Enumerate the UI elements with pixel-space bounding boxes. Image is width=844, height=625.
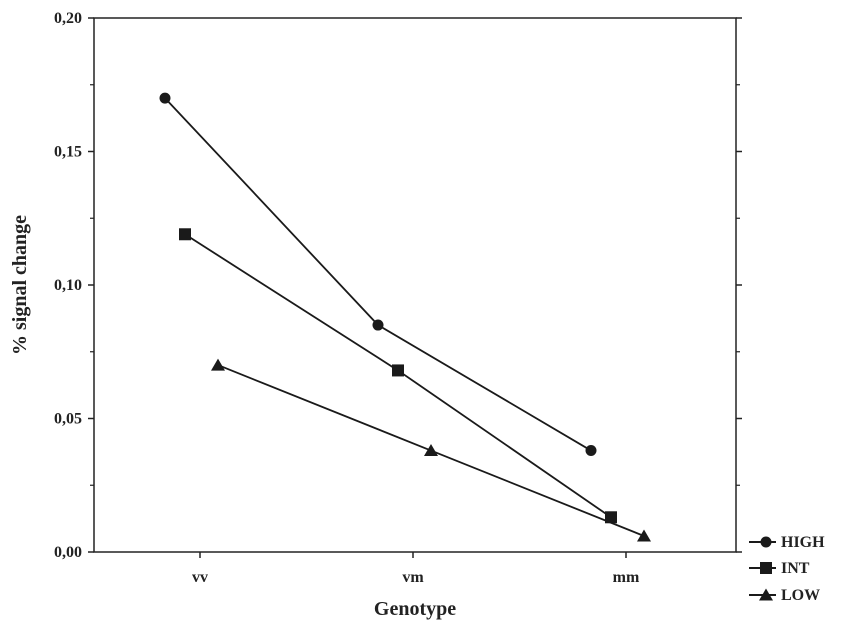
data-point (159, 92, 171, 104)
data-point (211, 358, 225, 371)
data-point (372, 319, 384, 331)
y-axis: 0,00 0,05 0,10 0,15 0,20 (54, 10, 742, 561)
y-tick-label: 0,00 (54, 544, 82, 561)
legend: HIGH INT LOW (749, 534, 825, 604)
legend-label: INT (781, 560, 810, 577)
x-tick-label: mm (613, 569, 640, 586)
series-int (179, 228, 617, 524)
legend-marker (760, 562, 772, 574)
x-tick-label: vm (402, 569, 424, 586)
y-tick-label: 0,05 (54, 411, 82, 428)
legend-marker (760, 536, 772, 548)
data-point (392, 364, 404, 377)
x-tick-label: vv (192, 569, 208, 586)
series-high (159, 92, 597, 457)
data-point (585, 445, 597, 457)
y-axis-title: % signal change (9, 215, 31, 355)
data-point (424, 444, 438, 457)
data-point (637, 529, 651, 542)
y-tick-label: 0,10 (54, 277, 82, 294)
legend-label: HIGH (781, 534, 825, 551)
x-axis: vv vm mm (192, 552, 640, 586)
legend-label: LOW (781, 587, 820, 604)
legend-item-high: HIGH (749, 534, 825, 551)
legend-marker (759, 588, 773, 601)
y-tick-label: 0,20 (54, 10, 82, 27)
plot-frame (93, 17, 737, 553)
series-layer (159, 92, 651, 542)
x-axis-title: Genotype (374, 598, 456, 620)
legend-item-int: INT (749, 560, 810, 577)
data-point (605, 511, 617, 524)
series-low (211, 358, 651, 542)
data-point (179, 228, 191, 241)
y-tick-label: 0,15 (54, 144, 82, 161)
legend-item-low: LOW (749, 587, 820, 604)
series-line (164, 97, 592, 452)
